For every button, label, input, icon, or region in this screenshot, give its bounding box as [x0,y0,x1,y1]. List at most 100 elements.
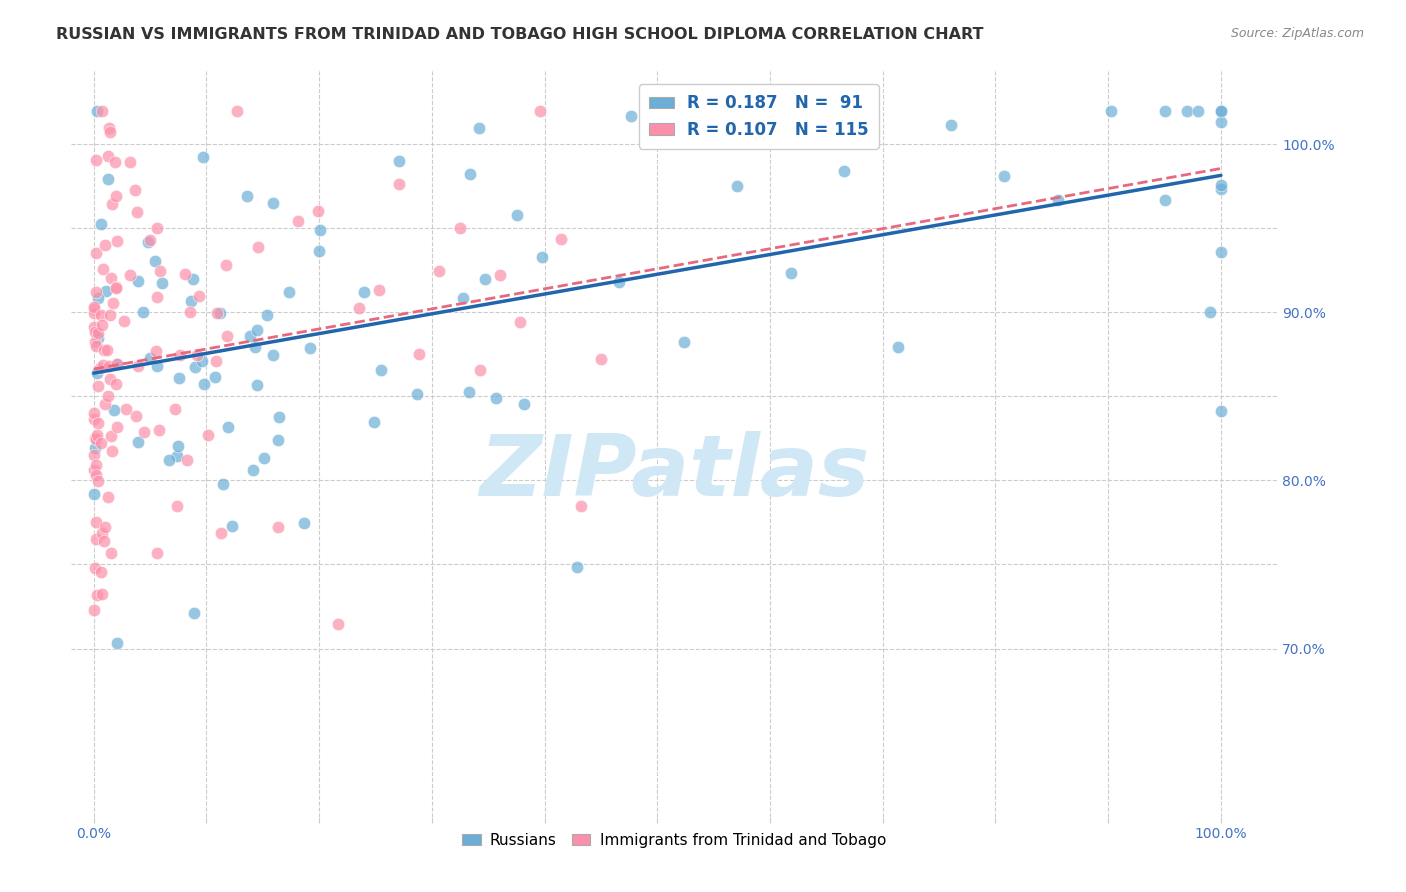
Point [183,606,205,620]
Point [125,205,148,219]
Point [188,289,211,303]
Point [309,223,332,237]
Point [221,519,243,533]
Point [299,342,322,356]
Point [467,121,489,136]
Point [262,196,284,211]
Point [90,103,112,118]
Point [100,270,122,285]
Point [589,352,612,367]
Point [98,372,121,386]
Text: RUSSIAN VS IMMIGRANTS FROM TRINIDAD AND TOBAGO HIGH SCHOOL DIPLOMA CORRELATION C: RUSSIAN VS IMMIGRANTS FROM TRINIDAD AND … [56,27,984,42]
Point [278,285,301,299]
Point [243,340,266,354]
Point [212,476,235,491]
Point [101,197,124,211]
Point [94,397,117,411]
Point [149,263,172,277]
Point [474,272,496,286]
Point [1198,305,1220,319]
Point [152,276,174,290]
Point [245,378,267,392]
Point [174,267,197,281]
Point [84,458,107,472]
Point [94,238,117,252]
Point [246,240,269,254]
Point [145,343,167,358]
Point [87,379,110,393]
Point [86,428,108,442]
Point [131,304,153,318]
Point [939,118,962,132]
Point [105,377,128,392]
Point [451,291,474,305]
Point [143,254,166,268]
Point [83,406,105,420]
Point [115,402,138,417]
Point [166,499,188,513]
Point [1099,103,1122,118]
Point [93,358,115,372]
Point [179,305,201,319]
Point [97,172,120,186]
Point [84,325,107,339]
Point [146,290,169,304]
Point [1153,193,1175,207]
Point [367,283,389,297]
Point [246,323,269,337]
Point [725,178,748,193]
Point [1209,103,1232,118]
Point [86,291,108,305]
Point [104,189,127,203]
Point [485,391,508,405]
Point [1175,103,1198,118]
Point [100,429,122,443]
Point [105,281,128,295]
Point [84,431,107,445]
Point [86,103,108,118]
Point [91,262,114,277]
Point [1209,403,1232,417]
Point [134,425,156,439]
Point [214,258,236,272]
Point [169,370,191,384]
Point [308,244,330,258]
Point [530,250,553,264]
Point [84,153,107,167]
Point [191,354,214,368]
Point [489,268,512,282]
Point [252,451,274,466]
Point [458,384,481,399]
Point [460,167,482,181]
Point [363,415,385,429]
Point [505,208,527,222]
Point [145,359,167,373]
Point [169,348,191,362]
Point [148,423,170,437]
Point [83,301,105,315]
Point [83,602,105,616]
Point [1209,182,1232,196]
Point [105,636,128,650]
Point [98,359,121,373]
Point [83,301,105,316]
Point [91,587,114,601]
Point [1046,193,1069,207]
Point [886,340,908,354]
Point [262,348,284,362]
Point [87,417,110,431]
Point [86,588,108,602]
Point [90,566,112,580]
Point [94,519,117,533]
Point [145,220,167,235]
Point [96,343,118,357]
Point [105,420,128,434]
Point [267,519,290,533]
Point [100,546,122,560]
Point [86,366,108,380]
Point [83,306,105,320]
Point [86,338,108,352]
Point [93,343,115,357]
Point [328,617,350,632]
Point [90,436,112,450]
